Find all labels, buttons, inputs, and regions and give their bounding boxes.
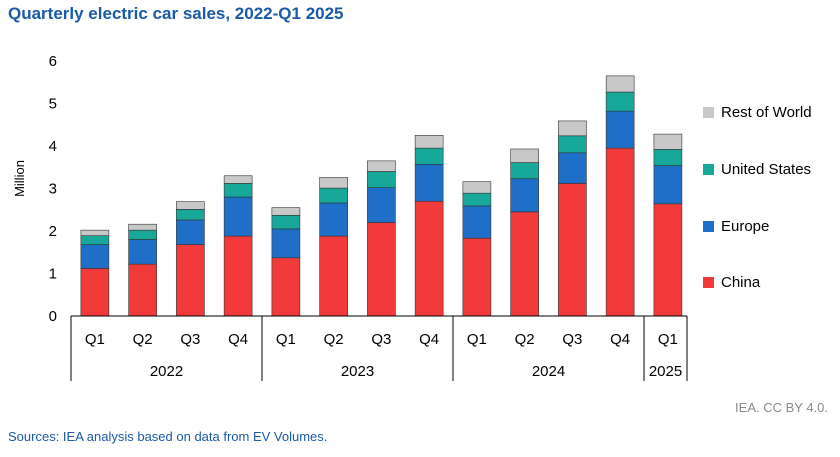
bar-segment-united-states	[653, 149, 683, 166]
bar-segment-europe	[414, 163, 444, 202]
bar-segment-united-states	[271, 214, 301, 230]
legend-item-europe: Europe	[703, 216, 769, 236]
legend-swatch-rest-of-world	[703, 106, 714, 118]
x-tick-label: Q2	[324, 331, 344, 348]
legend-label-united-states: United States	[721, 160, 812, 178]
y-axis-label: Million	[12, 160, 27, 197]
bar-segment-united-states	[128, 229, 157, 240]
x-group-label: 2024	[532, 363, 565, 380]
bar-segment-europe	[367, 187, 396, 223]
bar-segment-china	[653, 203, 683, 317]
bar-segment-china	[271, 257, 301, 317]
bar-segment-rest-of-world	[223, 175, 253, 184]
bar-segment-china	[80, 268, 110, 317]
bar-segment-united-states	[80, 235, 110, 245]
legend-swatch-china	[703, 276, 714, 288]
y-tick-label: 6	[49, 53, 57, 70]
y-tick-label: 1	[49, 266, 57, 283]
stacked-bar-chart: Million 0 1 2 3 4 5 6 Q1 Q2 Q3 Q4 Q1 Q2 Q3 Q4 Q1 Q2 Q3 Q4 Q1…	[12, 53, 688, 381]
bar-segment-china	[558, 183, 587, 317]
bar-segment-rest-of-world	[510, 148, 539, 163]
x-tick-label: Q3	[180, 331, 200, 348]
x-tick-label: Q1	[658, 331, 678, 348]
bar-segment-rest-of-world	[367, 160, 396, 172]
x-group-label: 2025	[649, 363, 682, 380]
legend-swatch-united-states	[703, 163, 714, 175]
bar-segment-rest-of-world	[605, 75, 635, 93]
legend-swatch-europe	[703, 220, 714, 232]
bar-segment-united-states	[223, 183, 253, 198]
x-group-label: 2023	[341, 363, 374, 380]
bar-segment-united-states	[414, 147, 444, 165]
y-tick-label: 2	[49, 223, 57, 240]
x-group-label: 2022	[150, 363, 183, 380]
bar-segment-china	[367, 222, 396, 317]
source-text: Sources: IEA analysis based on data from…	[8, 429, 328, 444]
bar-segment-rest-of-world	[462, 181, 492, 194]
bar-segment-rest-of-world	[80, 229, 110, 236]
chart-title: Quarterly electric car sales, 2022-Q1 20…	[8, 4, 344, 23]
y-tick-label: 3	[49, 181, 57, 198]
y-tick-label: 0	[49, 308, 57, 325]
bar-segment-europe	[510, 178, 539, 213]
bar-segment-china	[319, 235, 348, 317]
x-tick-label: Q3	[371, 331, 391, 348]
bar-segment-europe	[653, 165, 683, 205]
bar-segment-united-states	[510, 162, 539, 180]
bar-segment-europe	[319, 202, 348, 237]
legend-item-rest-of-world: Rest of World	[703, 102, 812, 122]
bar-segment-rest-of-world	[558, 120, 587, 137]
bar-segment-china	[605, 147, 635, 317]
bar-segment-rest-of-world	[271, 207, 301, 216]
bar-segment-europe	[462, 205, 492, 239]
x-tick-label: Q1	[276, 331, 296, 348]
bar-segment-united-states	[367, 171, 396, 188]
x-tick-label: Q2	[133, 331, 153, 348]
x-tick-label: Q4	[419, 331, 439, 348]
bar-segment-europe	[605, 110, 635, 149]
bar-segment-europe	[128, 239, 157, 265]
y-tick-label: 4	[49, 138, 57, 155]
bar-segment-china	[510, 211, 539, 317]
x-tick-label: Q1	[85, 331, 105, 348]
bar-segment-united-states	[558, 135, 587, 154]
legend-label-europe: Europe	[721, 217, 770, 235]
bar-segment-united-states	[176, 209, 205, 221]
bar-segment-united-states	[462, 192, 492, 207]
bar-segment-europe	[271, 228, 301, 259]
bar-segment-china	[414, 200, 444, 317]
bar-segment-united-states	[319, 187, 348, 204]
bar-segment-europe	[80, 244, 110, 269]
bar-segment-rest-of-world	[414, 135, 444, 149]
bar-segment-rest-of-world	[319, 177, 348, 189]
x-tick-label: Q1	[467, 331, 487, 348]
bar-segment-rest-of-world	[176, 201, 205, 210]
bar-segment-china	[176, 244, 205, 317]
bar-segment-rest-of-world	[653, 133, 683, 150]
bar-segment-china	[223, 235, 253, 317]
x-tick-label: Q4	[610, 331, 630, 348]
y-tick-label: 5	[49, 96, 57, 113]
bar-segment-rest-of-world	[128, 223, 157, 231]
legend-item-china: China	[703, 272, 760, 292]
bar-segment-china	[128, 263, 157, 317]
bar-segment-europe	[176, 219, 205, 245]
legend-label-china: China	[721, 273, 761, 291]
legend-label-rest-of-world: Rest of World	[721, 103, 812, 121]
x-tick-label: Q2	[515, 331, 535, 348]
bar-segment-china	[462, 237, 492, 317]
legend-item-united-states: United States	[703, 159, 811, 179]
bar-segment-europe	[558, 152, 587, 184]
bar-segment-united-states	[605, 91, 635, 112]
credit-text: IEA. CC BY 4.0.	[735, 400, 828, 415]
bar-segment-europe	[223, 196, 253, 237]
x-tick-label: Q3	[562, 331, 582, 348]
x-tick-label: Q4	[228, 331, 248, 348]
